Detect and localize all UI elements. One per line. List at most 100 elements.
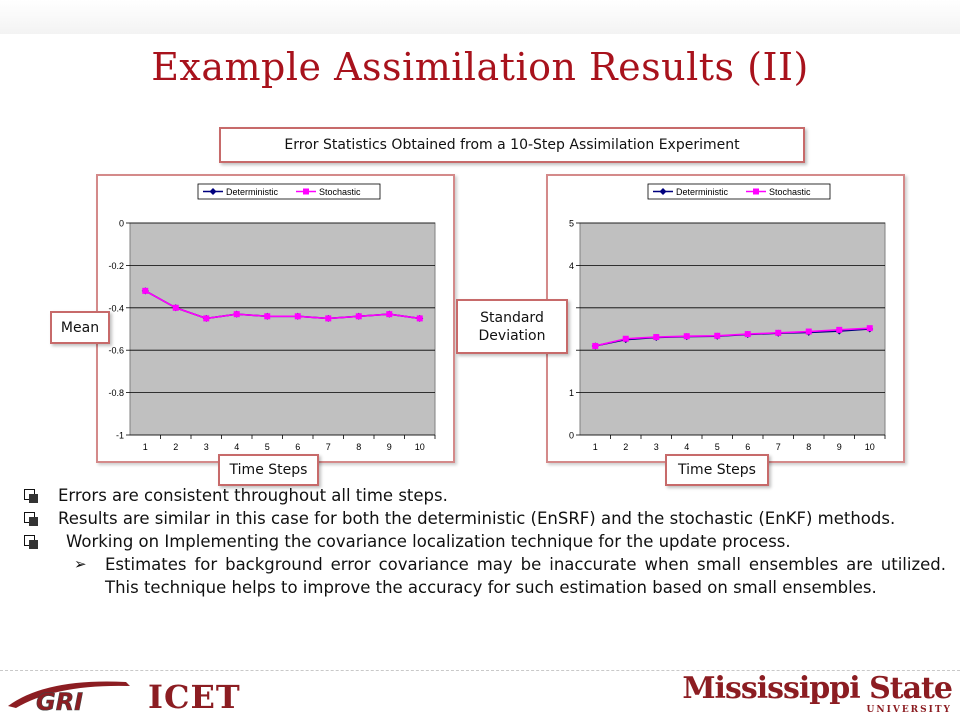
sub-bullet-item: ➢ Estimates for background error covaria… [22,553,946,599]
std-label-line2: Deviation [478,327,546,344]
point-stochastic [744,331,751,338]
point-stochastic [805,328,812,335]
legend-box [197,183,381,200]
time-steps-right-label: Time Steps [678,462,756,478]
time-steps-left-box: Time Steps [218,454,319,486]
x-tick-label: 3 [204,442,209,452]
msu-logo-sub: UNIVERSITY [866,705,952,715]
legend-label-stochastic: Stochastic [319,187,361,197]
y-tick-label: 4 [569,261,574,271]
point-stochastic [836,326,843,333]
mean-label: Mean [60,319,100,336]
std-label-box: Standard Deviation [456,299,568,354]
x-tick-label: 2 [623,442,628,452]
legend-label-deterministic: Deterministic [676,187,729,197]
bullet-text: Working on Implementing the covariance l… [66,532,791,551]
slide-top-band [0,0,960,34]
point-stochastic [294,313,301,320]
series-line-stochastic [595,327,870,347]
x-tick-label: 4 [684,442,689,452]
point-stochastic [866,325,873,332]
legend-label-stochastic: Stochastic [769,187,811,197]
point-stochastic [233,311,240,318]
legend-box [647,183,831,200]
point-stochastic [683,333,690,340]
legend-marker-deterministic [659,188,667,195]
point-stochastic [714,332,721,339]
gri-logo-text: GRI [36,688,83,714]
y-tick-label: 5 [569,219,574,229]
time-steps-right-box: Time Steps [665,454,769,486]
std-chart-panel: 5 4 1 0 1 2 3 4 5 6 7 8 9 10 Deterministic Stochastic [546,174,905,463]
legend-label-deterministic: Deterministic [226,187,279,197]
point-stochastic [622,335,629,342]
x-tick-label: 7 [776,442,781,452]
point-stochastic [264,313,271,320]
x-tick-label: 9 [837,442,842,452]
chart-caption-box: Error Statistics Obtained from a 10-Step… [219,127,805,163]
y-tick-label: 1 [569,388,574,398]
x-tick-label: 1 [593,442,598,452]
x-tick-label: 2 [173,442,178,452]
point-stochastic [386,311,393,318]
icet-logo: ICET [148,678,241,716]
x-tick-label: 6 [295,442,300,452]
mean-chart-panel: 0 -0.2 -0.4 -0.6 -0.8 -1 1 2 3 4 5 6 7 8 9 10 Determinis… [96,174,455,463]
point-stochastic [775,329,782,336]
legend-marker-stochastic [753,188,759,195]
sub-bullet-text: Estimates for background error covarianc… [105,555,946,597]
x-tick-label: 3 [654,442,659,452]
mean-label-box: Mean [50,311,110,344]
x-tick-label: 5 [265,442,270,452]
x-tick-label: 8 [356,442,361,452]
std-label-line1: Standard [480,309,544,326]
series-line-stochastic [144,290,420,320]
y-tick-label: 0 [569,431,574,441]
msu-logo: Mississippi State UNIVERSITY [682,671,953,715]
checkbox-bullet-icon [24,489,38,503]
arrow-bullet-icon: ➢ [74,555,87,573]
bullet-item: Results are similar in this case for bot… [22,507,946,530]
bullet-list: Errors are consistent throughout all tim… [22,484,946,599]
y-tick-label: -1 [116,431,124,441]
bullet-text: Errors are consistent throughout all tim… [58,486,448,505]
bullet-text: Results are similar in this case for bot… [58,509,896,528]
bullet-item: Errors are consistent throughout all tim… [22,484,946,507]
legend-marker-stochastic [303,188,309,195]
checkbox-bullet-icon [24,512,38,526]
bullet-item: Working on Implementing the covariance l… [22,530,946,553]
footer-divider [0,670,960,672]
x-tick-label: 10 [865,442,875,452]
y-tick-label: -0.8 [108,388,124,398]
mean-chart: 0 -0.2 -0.4 -0.6 -0.8 -1 1 2 3 4 5 6 7 8 9 10 Determinis… [108,183,436,452]
point-stochastic [142,287,149,294]
x-tick-label: 10 [415,442,425,452]
x-tick-label: 5 [715,442,720,452]
y-tick-label: -0.4 [108,303,124,313]
point-stochastic [653,334,660,341]
y-tick-label: -0.6 [108,346,124,356]
gri-logo: GRI [8,681,130,714]
x-tick-label: 7 [326,442,331,452]
checkbox-bullet-icon [24,535,38,549]
y-tick-label: -0.2 [108,261,124,271]
point-stochastic [355,313,362,320]
point-stochastic [325,315,332,322]
point-stochastic [203,315,210,322]
x-tick-label: 4 [234,442,239,452]
point-stochastic [416,315,423,322]
x-tick-label: 9 [387,442,392,452]
x-tick-label: 8 [806,442,811,452]
msu-logo-main: Mississippi State [682,671,953,706]
slide-title: Example Assimilation Results (II) [151,45,809,89]
y-tick-label: 0 [119,219,124,229]
x-tick-label: 1 [143,442,148,452]
legend-marker-deterministic [209,188,217,195]
x-tick-label: 6 [745,442,750,452]
point-stochastic [172,304,179,311]
point-stochastic [592,342,599,349]
chart-caption: Error Statistics Obtained from a 10-Step… [284,137,740,153]
plot-area [129,222,436,436]
time-steps-left-label: Time Steps [229,462,308,478]
